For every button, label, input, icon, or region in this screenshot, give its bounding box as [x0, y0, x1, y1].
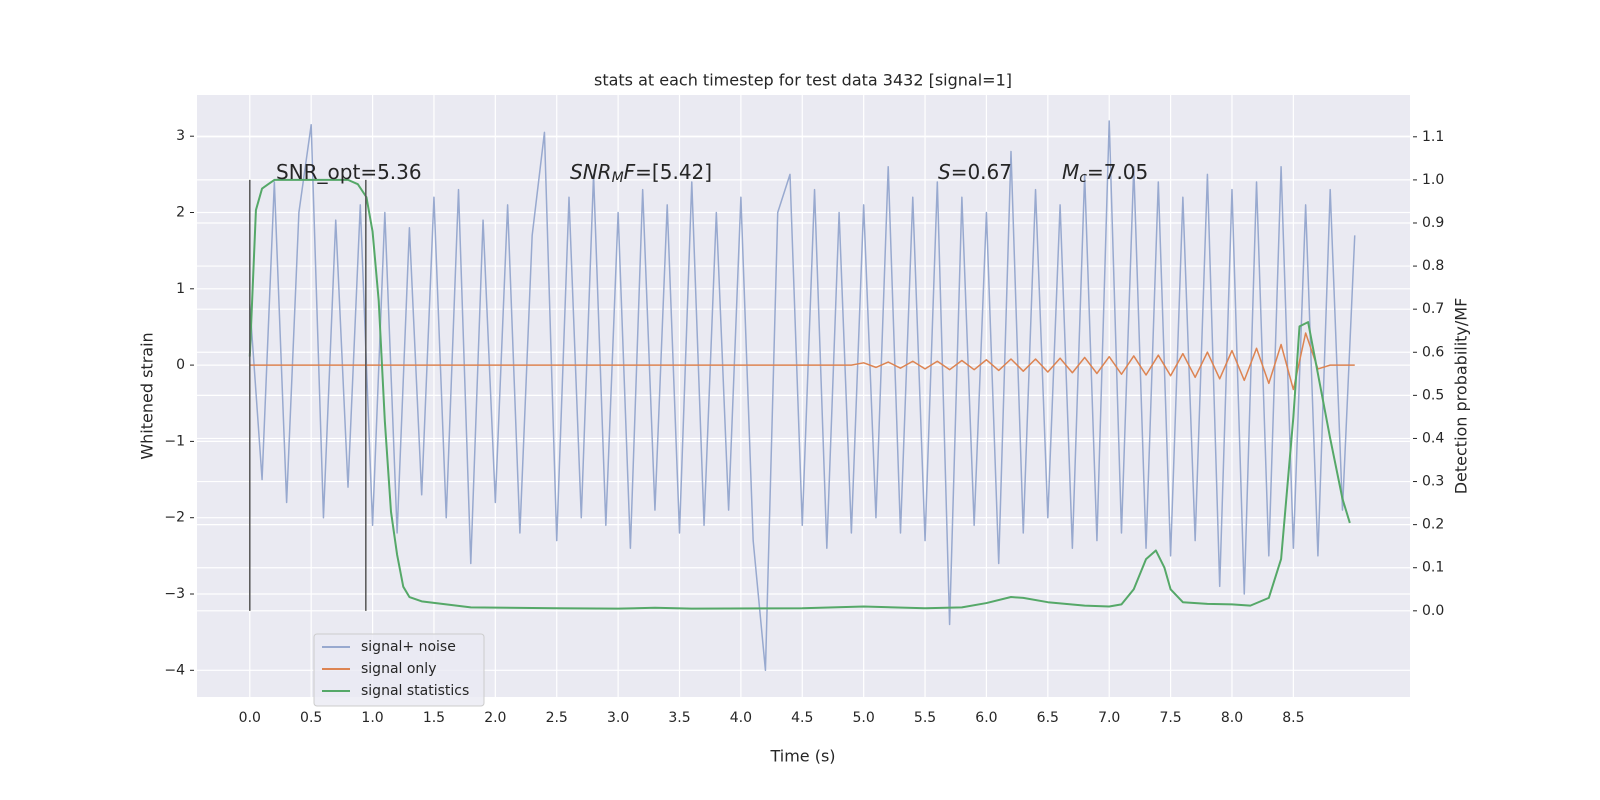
x-tick-label: 4.5: [791, 710, 813, 726]
y-axis-label: Whitened strain: [138, 332, 157, 459]
x-tick-label: 5.5: [914, 710, 936, 726]
x-tick-label: 0.0: [239, 710, 261, 726]
x-tick-label: 1.0: [361, 710, 383, 726]
x-tick-label: 5.0: [853, 710, 875, 726]
x-tick-label: 4.0: [730, 710, 752, 726]
annotation-part: =0.67: [951, 160, 1012, 184]
x-tick-label: 8.0: [1221, 710, 1243, 726]
annotation-part: M: [612, 170, 624, 186]
annotation-part: SNR_opt=5.36: [276, 160, 422, 184]
chart-title: stats at each timestep for test data 343…: [594, 71, 1012, 90]
legend-label: signal+ noise: [361, 639, 456, 655]
y-tick-label: 0: [176, 357, 185, 373]
y2-axis-label: Detection probability/MF: [1452, 298, 1471, 495]
x-tick-label: 1.5: [423, 710, 445, 726]
y-tick-label: 3: [176, 128, 185, 144]
annotation: SNR_opt=5.36: [276, 160, 422, 184]
x-tick-label: 7.5: [1159, 710, 1181, 726]
y2-tick-label: 0.9: [1422, 215, 1444, 231]
annotation: S=0.67: [938, 160, 1012, 184]
y2-tick-label: 0.3: [1422, 474, 1444, 490]
y2-tick-label: 0.4: [1422, 430, 1444, 446]
series-line: [248, 178, 1351, 610]
y2-tick-label: 0.5: [1422, 387, 1444, 403]
legend-label: signal only: [361, 661, 436, 677]
annotation-part: c: [1079, 170, 1087, 186]
x-tick-label: 2.5: [546, 710, 568, 726]
y2-tick-label: 0.0: [1422, 603, 1444, 619]
annotation: Mc=7.05: [1062, 160, 1148, 187]
x-tick-label: 6.0: [975, 710, 997, 726]
y2-tick-label: 0.7: [1422, 301, 1444, 317]
plot-area: [197, 95, 1410, 697]
y2-tick-label: 0.6: [1422, 344, 1444, 360]
annotation-part: =7.05: [1087, 160, 1148, 184]
y-tick-label: −1: [164, 433, 185, 449]
annotation-part: SNR: [570, 160, 612, 184]
annotation-part: S: [938, 160, 951, 184]
y-tick-label: −2: [164, 510, 185, 526]
series-line: [249, 120, 1356, 672]
y2-tick-label: 0.8: [1422, 258, 1444, 274]
x-axis-label: Time (s): [769, 747, 835, 766]
y-tick-label: 1: [176, 281, 185, 297]
x-tick-label: 0.5: [300, 710, 322, 726]
annotation: SNRMF=[5.42]: [570, 160, 712, 187]
y-tick-label: −4: [164, 662, 185, 678]
x-tick-label: 3.0: [607, 710, 629, 726]
annotation-part: M: [1062, 160, 1079, 184]
y-tick-label: −3: [164, 586, 185, 602]
annotation-part: F: [624, 160, 636, 184]
y2-tick-label: 0.2: [1422, 517, 1444, 533]
x-tick-label: 3.5: [668, 710, 690, 726]
x-tick-label: 8.5: [1282, 710, 1304, 726]
y-tick-label: 2: [176, 205, 185, 221]
legend-box: [313, 633, 485, 707]
annotation-part: =[5.42]: [635, 160, 712, 184]
legend-label: signal statistics: [361, 683, 469, 699]
series-line: [249, 332, 1355, 391]
x-tick-label: 6.5: [1037, 710, 1059, 726]
x-tick-label: 2.0: [484, 710, 506, 726]
y2-tick-label: 1.0: [1422, 172, 1444, 188]
x-tick-label: 7.0: [1098, 710, 1120, 726]
y2-tick-label: 1.1: [1422, 129, 1444, 145]
y2-tick-label: 0.1: [1422, 560, 1444, 576]
